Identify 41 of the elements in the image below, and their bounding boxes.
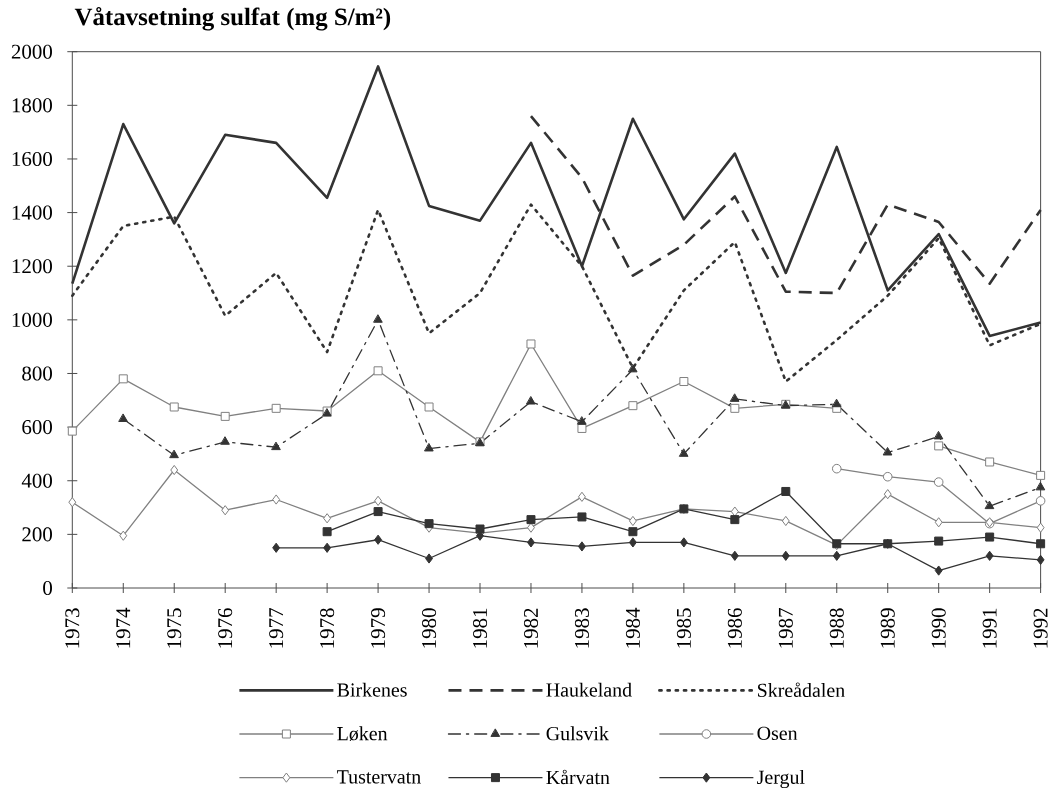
x-tick-label: 1982	[523, 608, 539, 648]
x-tick-label: 1980	[421, 608, 437, 648]
legend-label: Osen	[757, 726, 798, 741]
x-tick-label: 1989	[880, 608, 895, 648]
y-tick-label: 1400	[12, 205, 52, 220]
legend-label: Skreådalen	[757, 682, 845, 698]
x-tick-label: 1979	[371, 608, 386, 648]
x-tick-label: 1976	[218, 608, 233, 648]
x-tick-label: 1981	[472, 608, 488, 648]
y-tick-label: 600	[22, 420, 52, 435]
legend-label: Tustervatn	[337, 770, 421, 784]
chart-title: Våtavsetning sulfat (mg S/m²)	[74, 6, 391, 31]
legend-label: Løken	[337, 726, 388, 741]
y-tick-label: 200	[22, 527, 52, 542]
y-tick-label: 800	[22, 366, 52, 381]
y-tick-label: 1200	[12, 259, 52, 274]
y-tick-label: 1600	[12, 151, 52, 167]
y-tick-label: 1000	[12, 312, 52, 327]
y-tick-label: 400	[21, 473, 52, 488]
x-tick-label: 1991	[982, 608, 997, 648]
legend-label: Jergul	[757, 769, 805, 789]
x-tick-label: 1983	[574, 608, 589, 648]
x-tick-label: 1973	[65, 608, 80, 648]
x-tick-label: 1986	[727, 608, 742, 648]
legend-label: Birkenes	[337, 682, 407, 697]
x-tick-label: 1974	[116, 607, 131, 648]
y-tick-label: 1800	[12, 98, 52, 113]
x-tick-label: 1990	[931, 608, 946, 648]
legend-label: Haukeland	[546, 682, 632, 697]
legend-label: Kårvatn	[546, 769, 610, 785]
x-tick-label: 1984	[625, 607, 640, 648]
x-tick-label: 1985	[676, 608, 691, 648]
legend-label: Gulsvik	[546, 726, 609, 741]
y-tick-label: 0	[43, 580, 52, 596]
x-tick-label: 1987	[778, 608, 793, 648]
x-tick-label: 1977	[269, 608, 284, 648]
x-tick-label: 1978	[320, 608, 335, 648]
x-tick-label: 1975	[167, 608, 182, 648]
y-tick-label: 2000	[11, 44, 52, 59]
x-tick-label: 1988	[829, 608, 844, 648]
x-tick-label: 1992	[1033, 608, 1048, 648]
